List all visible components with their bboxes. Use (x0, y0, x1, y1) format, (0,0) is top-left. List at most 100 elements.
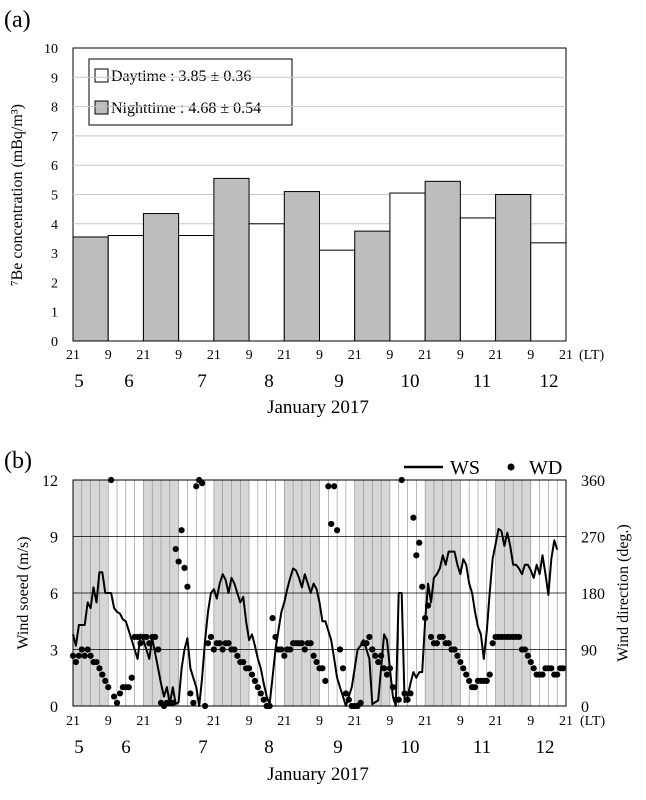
wd-point (559, 665, 567, 672)
wd-point (105, 684, 112, 691)
wd-point (410, 514, 417, 521)
hour-tick-label-b: 21 (348, 714, 362, 729)
wd-point (169, 699, 176, 706)
wd-point (334, 527, 341, 534)
wd-point (204, 640, 212, 647)
ytick-label-a: 0 (51, 335, 58, 350)
legend-nighttime-label: Nighttime : 4.68 ± 0.54 (111, 100, 261, 117)
wd-point (260, 696, 267, 703)
wd-point (489, 640, 496, 647)
wd-point (146, 640, 153, 647)
wd-point (201, 702, 209, 710)
hour-tick-label-b: 21 (559, 714, 573, 729)
day-label-a: 11 (473, 371, 491, 392)
wd-point (96, 665, 103, 672)
bar-day (319, 249, 356, 342)
wd-point (87, 652, 94, 659)
wd-point (439, 633, 446, 641)
day-label-b: 6 (121, 737, 131, 758)
wd-point (357, 699, 364, 706)
wd-point (521, 646, 529, 653)
hour-tick-label-b: 9 (105, 714, 112, 729)
wd-point (219, 646, 226, 653)
wd-point (184, 583, 191, 590)
wd-point (307, 640, 314, 647)
wd-point (210, 646, 217, 653)
hour-tick-label-a: 21 (348, 348, 362, 363)
wd-point (99, 671, 106, 678)
wd-point (310, 652, 317, 659)
day-label-b: 10 (401, 737, 420, 758)
plot-area-b (72, 479, 567, 707)
wd-point (389, 684, 396, 691)
wd-point (190, 699, 197, 706)
wd-point (245, 665, 253, 672)
wd-point (398, 476, 405, 484)
wd-point (454, 652, 461, 659)
ytick-label-a: 5 (51, 189, 58, 204)
wd-point (548, 665, 555, 672)
wd-point (207, 633, 215, 641)
wd-point (281, 652, 288, 659)
panel-b-ylabel-right: Wind direction (deg.) (615, 524, 632, 662)
bar-night (72, 236, 109, 342)
wd-point (108, 476, 115, 484)
wd-point (366, 633, 373, 641)
ytick-label-left: 12 (42, 473, 58, 490)
wd-point (84, 646, 91, 653)
hour-tick-label-a: 21 (559, 348, 573, 363)
day-label-b: 8 (264, 737, 274, 758)
day-label-a: 8 (264, 371, 274, 392)
wd-point (175, 558, 182, 565)
wd-point (155, 646, 162, 653)
panel-a-label: (a) (4, 7, 31, 33)
day-label-a: 5 (74, 371, 84, 392)
wd-point (113, 699, 121, 706)
panel-b-label: (b) (4, 448, 32, 474)
ytick-label-a: 10 (44, 42, 58, 57)
hour-tick-label-b: 21 (277, 714, 291, 729)
ws-line (72, 528, 559, 707)
wd-point (125, 684, 132, 691)
bar-night (213, 177, 250, 342)
wd-point (313, 658, 320, 666)
ytick-label-a: 8 (51, 101, 58, 116)
ytick-label-a: 9 (51, 71, 58, 86)
hour-tick-label-a: 9 (316, 348, 323, 363)
wd-point (225, 640, 232, 647)
wd-point (342, 690, 350, 697)
hour-tick-label-a: 21 (489, 348, 503, 363)
wd-point (102, 677, 109, 684)
wd-point (413, 552, 420, 559)
ytick-label-a: 3 (51, 247, 58, 262)
day-label-b: 12 (536, 737, 555, 758)
ytick-label-right: 0 (581, 699, 589, 716)
wd-point (319, 665, 326, 672)
wd-point (287, 646, 294, 653)
hour-tick-label-a: 9 (457, 348, 464, 363)
wd-point (152, 633, 159, 641)
ytick-label-left: 0 (50, 699, 58, 716)
hour-tick-label-a: 21 (418, 348, 432, 363)
bar-night (495, 194, 532, 342)
bar-day (178, 235, 215, 342)
panel-a-ylabel: ⁷Be concentration (mBq/m³) (9, 104, 26, 286)
wd-point (301, 646, 308, 653)
wd-point (383, 671, 391, 678)
hour-tick-label-b: 9 (386, 714, 393, 729)
wd-point (339, 665, 347, 672)
panel-b-xlabel: January 2017 (267, 764, 369, 785)
hour-tick-label-b: 21 (418, 714, 432, 729)
bar-night (424, 180, 461, 342)
ytick-label-left: 3 (50, 643, 58, 660)
legend-daytime-label: Daytime : 3.85 ± 0.36 (111, 68, 251, 85)
ws-legend-label: WS (450, 457, 480, 479)
panel-b-hour-unit: (LT) (580, 714, 605, 729)
wd-point (530, 665, 537, 672)
wd-point (193, 483, 200, 490)
panel-a-xlabel: January 2017 (267, 397, 369, 418)
hour-tick-label-a: 21 (277, 348, 291, 363)
wd-point (254, 684, 261, 691)
hour-tick-label-b: 21 (136, 714, 150, 729)
hour-tick-label-b: 9 (457, 714, 464, 729)
